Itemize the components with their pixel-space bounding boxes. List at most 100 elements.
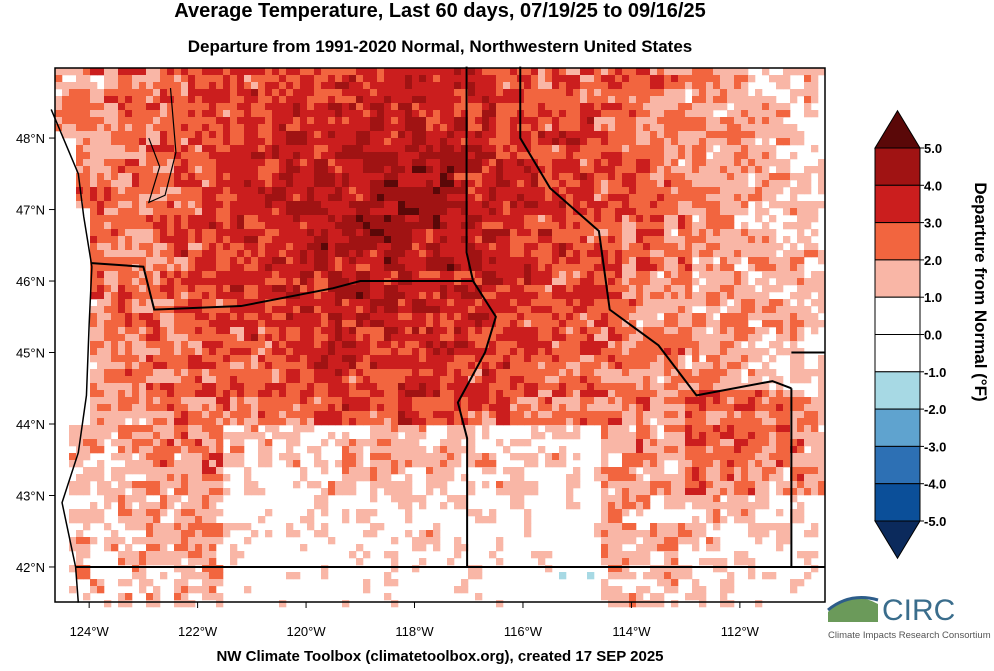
map-cell [146, 152, 154, 160]
map-cell [90, 467, 98, 475]
map-cell [615, 537, 623, 545]
map-cell [160, 229, 168, 237]
map-cell [230, 117, 238, 125]
map-cell [307, 180, 315, 188]
map-cell [503, 236, 511, 244]
map-cell [517, 495, 525, 503]
map-cell [454, 96, 462, 104]
map-cell [573, 89, 581, 97]
map-cell [412, 138, 420, 146]
map-cell [363, 355, 371, 363]
map-cell [573, 194, 581, 202]
map-cell [146, 551, 154, 559]
map-cell [552, 362, 560, 370]
map-cell [272, 348, 280, 356]
map-cell [482, 243, 490, 251]
map-cell [139, 285, 147, 293]
map-cell [377, 292, 385, 300]
map-cell [146, 593, 154, 601]
map-cell [552, 404, 560, 412]
map-cell [174, 334, 182, 342]
map-cell [440, 362, 448, 370]
map-cell [538, 145, 546, 153]
map-cell [398, 110, 406, 118]
map-cell [496, 194, 504, 202]
map-cell [559, 313, 567, 321]
map-cell [174, 404, 182, 412]
map-cell [202, 446, 210, 454]
map-cell [510, 306, 518, 314]
map-cell [503, 250, 511, 258]
map-cell [559, 453, 567, 461]
map-cell [272, 117, 280, 125]
map-cell [181, 579, 189, 587]
map-cell [608, 131, 616, 139]
map-cell [293, 138, 301, 146]
map-cell [503, 180, 511, 188]
map-cell [223, 404, 231, 412]
map-cell [216, 418, 224, 426]
map-cell [160, 488, 168, 496]
map-cell [454, 173, 462, 181]
map-cell [202, 523, 210, 531]
map-cell [524, 264, 532, 272]
map-cell [475, 404, 483, 412]
map-cell [433, 327, 441, 335]
map-cell [181, 600, 189, 608]
map-cell [524, 243, 532, 251]
map-cell [538, 173, 546, 181]
map-cell [202, 460, 210, 468]
map-cell [118, 334, 126, 342]
map-cell [454, 355, 462, 363]
map-cell [195, 369, 203, 377]
map-cell [447, 89, 455, 97]
map-cell [531, 124, 539, 132]
map-cell [230, 306, 238, 314]
map-cell [286, 117, 294, 125]
map-cell [342, 348, 350, 356]
map-cell [328, 271, 336, 279]
map-cell [349, 229, 357, 237]
map-cell [622, 257, 630, 265]
map-cell [622, 145, 630, 153]
map-cell [594, 334, 602, 342]
map-cell [419, 313, 427, 321]
map-cell [97, 173, 105, 181]
map-cell [167, 96, 175, 104]
map-cell [209, 579, 217, 587]
map-cell [118, 236, 126, 244]
map-cell [111, 194, 119, 202]
map-cell [356, 390, 364, 398]
map-cell [111, 152, 119, 160]
map-cell [188, 271, 196, 279]
map-cell [251, 404, 259, 412]
map-cell [377, 103, 385, 111]
map-cell [195, 362, 203, 370]
map-cell [601, 313, 609, 321]
map-cell [510, 138, 518, 146]
map-cell [475, 313, 483, 321]
map-cell [153, 250, 161, 258]
map-cell [90, 264, 98, 272]
map-cell [587, 117, 595, 125]
map-cell [272, 201, 280, 209]
map-cell [335, 460, 343, 468]
map-cell [559, 376, 567, 384]
map-cell [363, 222, 371, 230]
map-cell [594, 348, 602, 356]
map-cell [615, 572, 623, 580]
map-cell [433, 292, 441, 300]
map-cell [496, 201, 504, 209]
map-cell [496, 82, 504, 90]
map-cell [608, 215, 616, 223]
map-cell [363, 299, 371, 307]
map-cell [552, 229, 560, 237]
map-cell [335, 201, 343, 209]
map-cell [174, 243, 182, 251]
map-cell [573, 320, 581, 328]
map-cell [615, 565, 623, 573]
map-cell [125, 334, 133, 342]
map-cell [510, 481, 518, 489]
map-cell [489, 306, 497, 314]
map-cell [447, 68, 455, 76]
